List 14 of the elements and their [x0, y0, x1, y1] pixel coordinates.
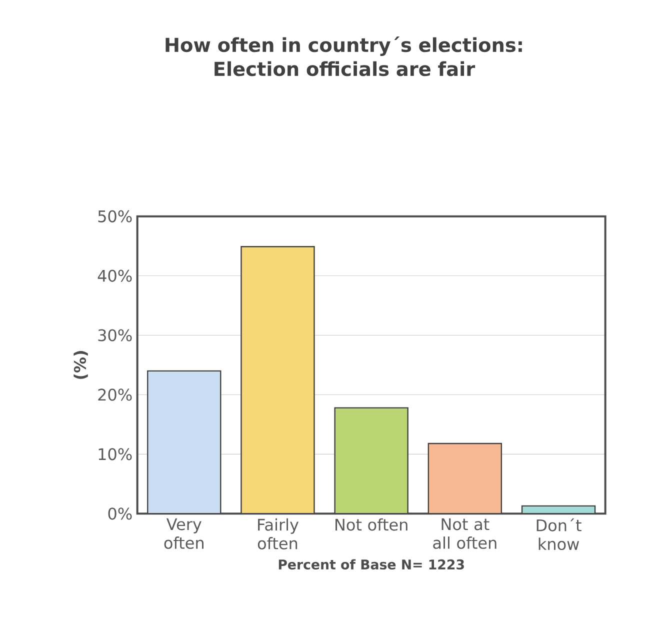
- x-tick-label: Fairly often: [258, 518, 299, 550]
- x-tick-label: Not often: [336, 518, 408, 531]
- x-tick-label: Don´t know: [536, 518, 582, 550]
- y-tick-label: 40%: [98, 270, 132, 282]
- x-axis-title: Percent of Base N= 1223: [278, 559, 464, 570]
- y-tick-label: 0%: [108, 508, 132, 520]
- x-tick-label: Very often: [164, 518, 204, 549]
- y-tick-label: 10%: [98, 448, 132, 460]
- chart-title: How often in country´s elections: Election officials are fair: [166, 36, 522, 76]
- y-tick-label: 20%: [98, 388, 132, 401]
- y-tick-label: 50%: [98, 210, 132, 222]
- x-tick-label: Not at all often: [433, 518, 496, 549]
- y-tick-label: 30%: [98, 329, 132, 342]
- y-axis-title: (%): [74, 351, 88, 379]
